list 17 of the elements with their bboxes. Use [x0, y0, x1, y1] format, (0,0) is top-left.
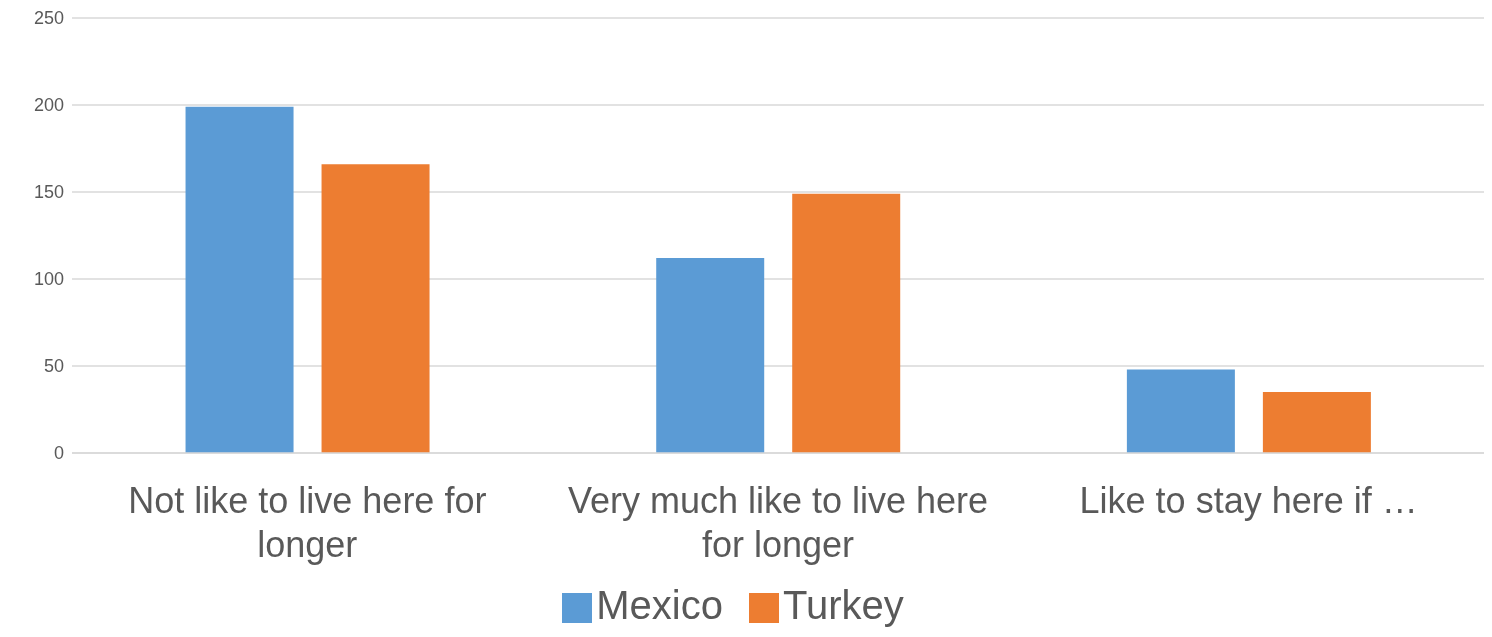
- y-tick-label: 150: [33, 182, 64, 203]
- x-tick-label: Very much like to live here for longer: [567, 480, 989, 565]
- bar: [792, 193, 901, 453]
- bar: [656, 258, 765, 453]
- bar: [1126, 369, 1235, 453]
- bar: [185, 106, 294, 453]
- y-tick-label: 250: [33, 8, 64, 29]
- legend-label: Mexico: [596, 583, 723, 627]
- x-tick-label: Like to stay here if …: [1079, 480, 1418, 521]
- y-tick-label: 200: [33, 95, 64, 116]
- y-tick-label: 0: [53, 443, 64, 464]
- y-tick-label: 50: [43, 356, 64, 377]
- y-tick-label: 100: [33, 269, 64, 290]
- x-tick-label: Not like to live here for longer: [128, 480, 487, 565]
- bar: [321, 164, 430, 453]
- bar: [1262, 392, 1371, 453]
- legend-label: Turkey: [782, 583, 904, 627]
